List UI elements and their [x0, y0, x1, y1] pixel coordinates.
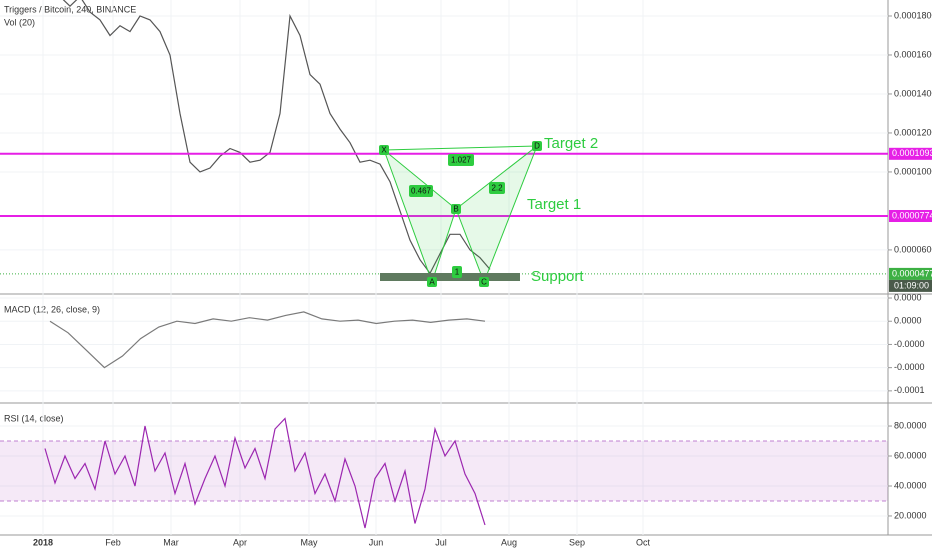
y-tick-label: 80.0000 [894, 420, 927, 430]
x-tick-label: Feb [105, 537, 121, 547]
level-label: 0.0001093 [892, 148, 932, 158]
ratio-label: 1.027 [451, 156, 472, 165]
annotation: Target 1 [527, 196, 581, 213]
volume-title: Vol (20) [4, 17, 35, 27]
pattern-point-box [532, 141, 542, 151]
ratio-box [448, 154, 474, 166]
ratio-box [452, 266, 462, 278]
pattern-xd [383, 145, 538, 151]
rsi-title: RSI (14, close) [4, 413, 64, 423]
annotation: Support [531, 268, 584, 285]
y-tick-label: 0.0000 [894, 292, 922, 302]
ratio-label: 1 [455, 268, 460, 277]
x-tick-label: Aug [501, 537, 517, 547]
pattern-point-label: C [481, 278, 487, 287]
x-tick-label: Oct [636, 537, 651, 547]
last-price-label: 0.0000477 [892, 268, 932, 278]
pattern-point-label: D [534, 142, 540, 151]
x-tick-label: Apr [233, 537, 247, 547]
ratio-box [409, 185, 433, 197]
y-tick-label: -0.0000 [894, 362, 925, 372]
pattern-point-label: X [381, 146, 387, 155]
symbol-title: Triggers / Bitcoin, 240, BINANCE [4, 4, 136, 14]
level-label-box [889, 147, 932, 160]
x-tick-label: Jun [369, 537, 384, 547]
ratio-label: 0.467 [411, 187, 432, 196]
support-zone [380, 273, 520, 281]
y-tick-label: 20.0000 [894, 510, 927, 520]
pattern-point-box [427, 277, 437, 287]
y-tick-label: -0.0000 [894, 339, 925, 349]
pattern-point-label: B [453, 205, 458, 214]
countdown-box [889, 279, 932, 292]
pattern-point-box [479, 277, 489, 287]
series-line [62, 0, 491, 275]
y-tick-label: 40.0000 [894, 480, 927, 490]
pattern-xab [382, 148, 457, 284]
series-line [44, 417, 486, 529]
x-tick-label: Sep [569, 537, 585, 547]
macd-title: MACD (12, 26, close, 9) [4, 304, 100, 314]
countdown-label: 01:09:00 [894, 280, 929, 290]
x-tick-label: May [300, 537, 318, 547]
level-label-box [889, 209, 932, 222]
ratio-label: 2.2 [491, 184, 503, 193]
pattern-point-box [379, 145, 389, 155]
annotation: Target 2 [544, 135, 598, 152]
y-tick-label: 60.0000 [894, 450, 927, 460]
x-tick-label: Mar [163, 537, 179, 547]
level-label: 0.0000774 [892, 210, 932, 220]
series-line [49, 311, 486, 369]
x-tick-label: 2018 [33, 537, 53, 547]
y-tick-label: 0.0000 [894, 316, 922, 326]
pattern-point-label: A [429, 278, 435, 287]
pattern-point-box [451, 204, 461, 214]
last-price-box [889, 267, 932, 280]
y-tick-label: -0.0001 [894, 385, 925, 395]
pattern-bcd [455, 144, 539, 284]
harmonic-pattern: X A B C D 1.027 0.467 2.2 1 Target 2 Target 1 Suppo… [379, 135, 598, 287]
x-tick-label: Jul [435, 537, 447, 547]
ratio-box [489, 182, 505, 194]
rsi-band [0, 441, 888, 501]
